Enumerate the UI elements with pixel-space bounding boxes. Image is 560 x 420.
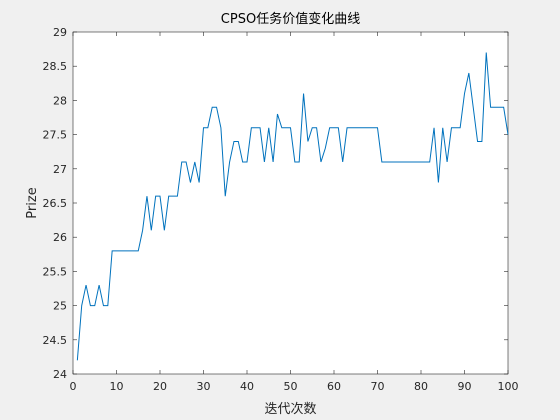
y-tick-label: 28.5 [43,60,68,73]
x-tick-label: 90 [458,380,472,393]
x-tick-label: 80 [414,380,428,393]
y-tick-label: 24 [53,368,67,381]
y-tick-label: 29 [53,26,67,39]
x-axis-label: 迭代次数 [264,401,316,417]
x-tick-label: 20 [153,380,167,393]
x-tick-label: 10 [110,380,124,393]
y-tick-label: 28 [53,94,67,107]
y-tick-label: 24.5 [43,334,68,347]
x-tick-label: 60 [327,380,341,393]
plot-area [73,32,508,374]
x-tick-label: 30 [197,380,211,393]
x-tick-label: 100 [498,380,519,393]
y-tick-label: 25.5 [43,265,68,278]
y-tick-label: 27.5 [43,129,68,142]
x-tick-label: 40 [240,380,254,393]
y-axis-label: Prize [25,187,40,218]
chart-title: CPSO任务价值变化曲线 [221,11,360,27]
x-tick-label: 70 [371,380,385,393]
y-tick-label: 25 [53,300,67,313]
y-tick-label: 26 [53,231,67,244]
x-tick-label: 50 [284,380,298,393]
x-tick-label: 0 [70,380,77,393]
y-tick-label: 26.5 [43,197,68,210]
y-tick-label: 27 [53,163,67,176]
